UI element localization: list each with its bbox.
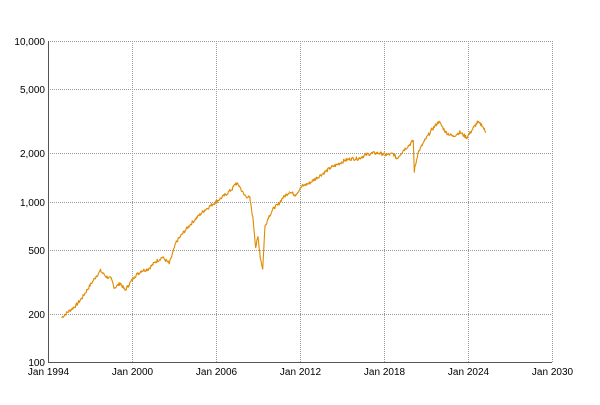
data-point: [259, 256, 261, 258]
data-point: [371, 152, 373, 154]
data-point: [322, 172, 324, 174]
x-tick-label: Jan 2006: [196, 367, 238, 378]
data-point: [89, 284, 91, 286]
x-tick-label: Jan 2018: [364, 367, 406, 378]
x-tick-label: Jan 2024: [448, 367, 490, 378]
data-point: [481, 124, 483, 126]
data-point: [75, 304, 77, 307]
data-point: [257, 236, 259, 238]
data-point: [119, 282, 121, 284]
data-point: [168, 263, 170, 265]
data-point: [224, 194, 226, 196]
axes: [48, 41, 552, 363]
data-point: [182, 232, 184, 234]
y-tick-label: 5,000: [20, 85, 45, 96]
data-point: [357, 158, 359, 160]
data-point: [301, 185, 303, 187]
data-point: [459, 131, 461, 133]
data-point: [308, 182, 310, 184]
data-point: [81, 297, 83, 299]
data-point: [252, 221, 254, 223]
gridlines: [48, 41, 553, 363]
data-point: [277, 204, 279, 206]
data-point: [288, 191, 291, 193]
data-point: [243, 194, 245, 196]
x-tick-label: Jan 2030: [532, 367, 574, 378]
data-point: [99, 270, 102, 272]
data-point: [378, 152, 380, 154]
data-point: [189, 223, 191, 225]
data-point: [133, 276, 135, 278]
data-point: [273, 206, 275, 208]
data-point: [262, 268, 264, 270]
x-tick-labels: Jan 1994 Jan 2000 Jan 2006 Jan 2012 Jan 2018…: [28, 367, 574, 378]
x-tick-label: Jan 2000: [112, 367, 154, 378]
data-point: [350, 158, 352, 160]
data-point: [336, 163, 338, 166]
data-point: [105, 276, 107, 278]
data-point: [113, 287, 116, 289]
data-point: [413, 170, 415, 172]
data-point: [67, 311, 69, 313]
data-point: [267, 216, 270, 218]
y-tick-label: 500: [28, 246, 45, 257]
data-point: [364, 154, 366, 156]
y-tick-label: 1,000: [20, 198, 45, 209]
y-tick-label: 10,000: [14, 37, 45, 48]
data-point: [217, 199, 219, 201]
data-point: [147, 268, 149, 270]
data-point: [466, 137, 468, 139]
data-point: [175, 241, 177, 243]
data-point: [61, 316, 63, 318]
data-point: [196, 216, 198, 218]
data-point: [281, 197, 284, 199]
data-point: [203, 209, 205, 211]
data-point: [127, 284, 130, 286]
data-point: [255, 246, 257, 248]
data-point: [385, 154, 387, 156]
data-point: [438, 120, 440, 123]
data-point: [403, 149, 405, 151]
data-point: [396, 158, 398, 160]
series-line: [61, 120, 487, 318]
series-layer: [61, 120, 487, 318]
data-point: [124, 289, 126, 291]
data-point: [249, 197, 251, 199]
data-point: [315, 177, 317, 179]
data-point: [484, 131, 487, 133]
data-point: [329, 167, 331, 169]
data-point: [424, 139, 426, 142]
y-tick-label: 2,000: [20, 149, 45, 160]
data-point: [417, 152, 419, 154]
x-tick-label: Jan 1994: [28, 367, 70, 378]
y-tick-label: 100: [28, 358, 45, 369]
data-point: [343, 159, 345, 162]
data-point: [431, 129, 433, 131]
data-point: [140, 270, 142, 272]
data-point: [154, 261, 156, 263]
data-point: [110, 278, 112, 280]
data-point: [476, 122, 478, 124]
data-point: [392, 153, 394, 155]
y-tick-label: 200: [28, 310, 45, 321]
x-tick-label: Jan 2012: [280, 367, 322, 378]
data-point: [412, 139, 414, 142]
data-point: [95, 276, 97, 278]
data-point: [473, 126, 475, 128]
data-point: [210, 204, 212, 206]
data-point: [235, 182, 237, 184]
data-point: [445, 131, 447, 133]
data-point: [238, 185, 240, 187]
data-point: [294, 194, 296, 196]
data-point: [452, 135, 454, 137]
y-tick-labels: 100 200 500 1,000 2,000 5,000 10,000: [14, 37, 45, 369]
data-point: [264, 225, 266, 227]
data-point: [161, 256, 163, 258]
data-point: [231, 188, 233, 190]
data-point: [410, 142, 412, 144]
